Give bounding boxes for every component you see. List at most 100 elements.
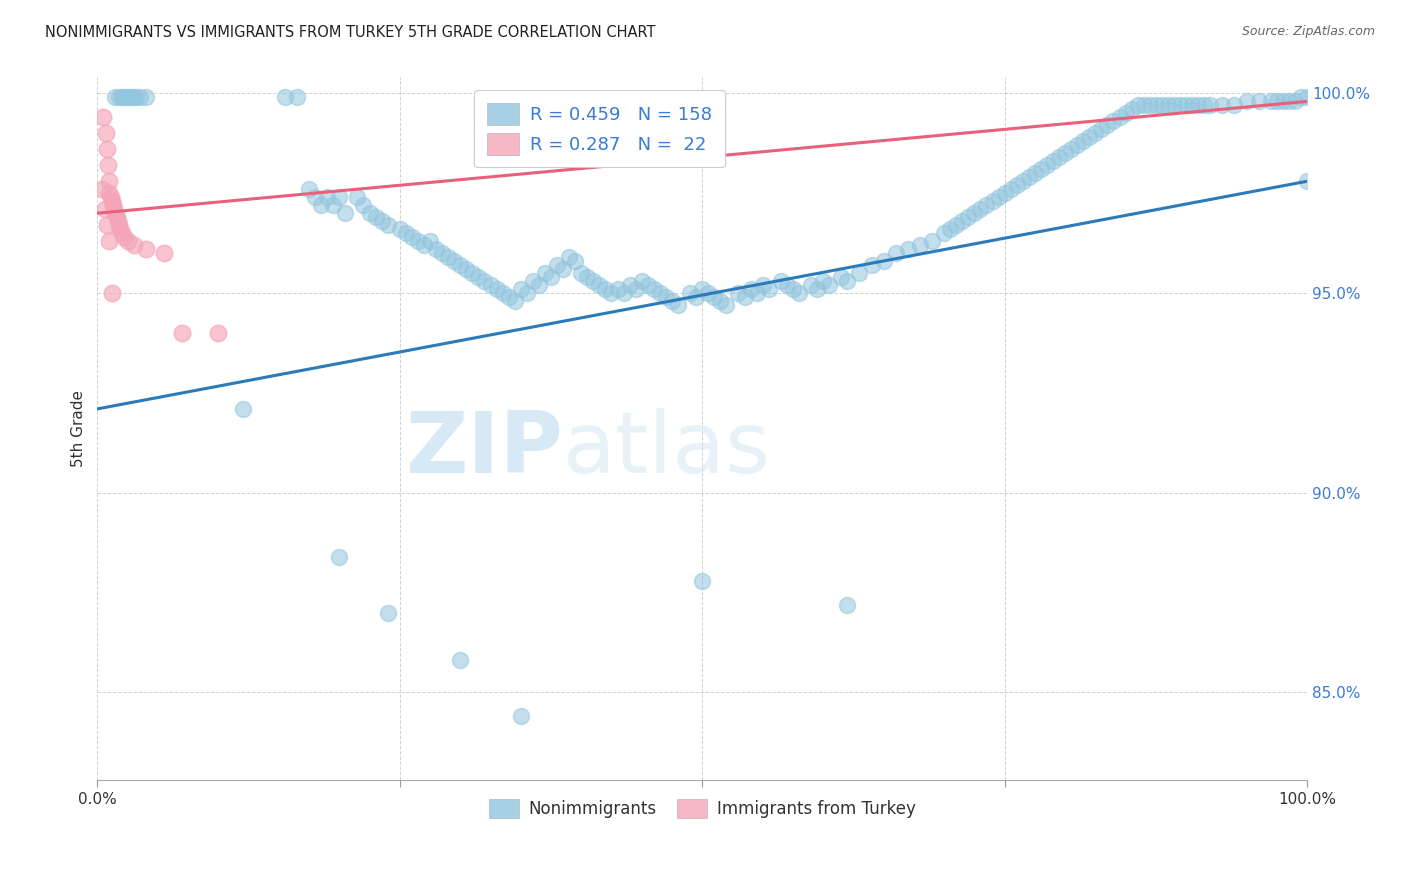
Point bbox=[96, 142, 118, 156]
Point bbox=[685, 290, 707, 304]
Point bbox=[950, 214, 973, 228]
Point bbox=[751, 278, 773, 293]
Point bbox=[117, 234, 139, 248]
Point bbox=[1042, 154, 1064, 169]
Point bbox=[96, 218, 118, 232]
Point bbox=[1163, 98, 1185, 112]
Point bbox=[1150, 98, 1173, 112]
Point bbox=[105, 211, 128, 225]
Point bbox=[643, 282, 665, 296]
Point bbox=[624, 282, 647, 296]
Point bbox=[595, 282, 617, 296]
Point bbox=[981, 194, 1004, 209]
Point bbox=[316, 190, 339, 204]
Point bbox=[98, 174, 121, 188]
Point bbox=[328, 549, 350, 564]
Point bbox=[93, 111, 115, 125]
Point bbox=[690, 574, 713, 588]
Point bbox=[1211, 98, 1233, 112]
Point bbox=[709, 294, 731, 309]
Point bbox=[1018, 170, 1040, 185]
Point bbox=[406, 234, 429, 248]
Point bbox=[498, 290, 520, 304]
Point bbox=[848, 266, 870, 280]
Point bbox=[370, 214, 392, 228]
Point bbox=[104, 90, 127, 104]
Point bbox=[1144, 98, 1167, 112]
Point bbox=[830, 270, 852, 285]
Point bbox=[425, 242, 447, 256]
Y-axis label: 5th Grade: 5th Grade bbox=[72, 391, 86, 467]
Point bbox=[872, 254, 894, 268]
Point bbox=[108, 218, 131, 232]
Point bbox=[93, 202, 115, 217]
Point bbox=[101, 286, 124, 301]
Point bbox=[884, 246, 907, 260]
Point bbox=[359, 206, 381, 220]
Point bbox=[1047, 150, 1070, 164]
Point bbox=[976, 198, 998, 212]
Point bbox=[776, 278, 799, 293]
Point bbox=[335, 206, 357, 220]
Point bbox=[377, 606, 399, 620]
Point bbox=[613, 286, 636, 301]
Point bbox=[1247, 95, 1270, 109]
Point bbox=[304, 190, 326, 204]
Point bbox=[101, 198, 124, 212]
Point bbox=[125, 90, 148, 104]
Point bbox=[231, 401, 253, 416]
Point bbox=[1108, 111, 1130, 125]
Point bbox=[1084, 126, 1107, 140]
Point bbox=[346, 190, 368, 204]
Point bbox=[388, 222, 411, 236]
Point bbox=[509, 282, 531, 296]
Point bbox=[170, 326, 193, 340]
Legend: Nonimmigrants, Immigrants from Turkey: Nonimmigrants, Immigrants from Turkey bbox=[482, 792, 922, 825]
Point bbox=[806, 282, 828, 296]
Point bbox=[1132, 98, 1154, 112]
Point bbox=[716, 298, 738, 312]
Point bbox=[1296, 174, 1319, 188]
Point bbox=[491, 286, 513, 301]
Text: ZIP: ZIP bbox=[405, 409, 562, 491]
Point bbox=[745, 286, 768, 301]
Text: NONIMMIGRANTS VS IMMIGRANTS FROM TURKEY 5TH GRADE CORRELATION CHART: NONIMMIGRANTS VS IMMIGRANTS FROM TURKEY … bbox=[45, 25, 655, 40]
Point bbox=[1115, 106, 1137, 120]
Point bbox=[1260, 95, 1282, 109]
Point bbox=[727, 286, 749, 301]
Point bbox=[1192, 98, 1215, 112]
Point bbox=[666, 298, 689, 312]
Point bbox=[1126, 98, 1149, 112]
Point bbox=[135, 242, 157, 256]
Point bbox=[1199, 98, 1222, 112]
Point bbox=[1236, 95, 1258, 109]
Point bbox=[546, 258, 568, 272]
Point bbox=[963, 206, 986, 220]
Point bbox=[576, 270, 599, 285]
Point bbox=[104, 206, 127, 220]
Point bbox=[117, 90, 139, 104]
Point bbox=[1090, 122, 1112, 136]
Point bbox=[120, 90, 142, 104]
Point bbox=[540, 270, 562, 285]
Point bbox=[1102, 114, 1125, 128]
Point bbox=[1097, 119, 1119, 133]
Point bbox=[619, 278, 641, 293]
Point bbox=[818, 278, 841, 293]
Point bbox=[787, 286, 810, 301]
Point bbox=[128, 90, 150, 104]
Point bbox=[1121, 103, 1143, 117]
Point bbox=[1066, 138, 1088, 153]
Point bbox=[395, 226, 418, 240]
Point bbox=[516, 286, 538, 301]
Point bbox=[522, 274, 544, 288]
Point bbox=[661, 294, 683, 309]
Point bbox=[1005, 178, 1028, 193]
Point bbox=[328, 190, 350, 204]
Point bbox=[467, 270, 489, 285]
Point bbox=[740, 282, 762, 296]
Point bbox=[648, 286, 671, 301]
Point bbox=[1187, 98, 1209, 112]
Point bbox=[485, 282, 508, 296]
Point bbox=[1054, 146, 1077, 161]
